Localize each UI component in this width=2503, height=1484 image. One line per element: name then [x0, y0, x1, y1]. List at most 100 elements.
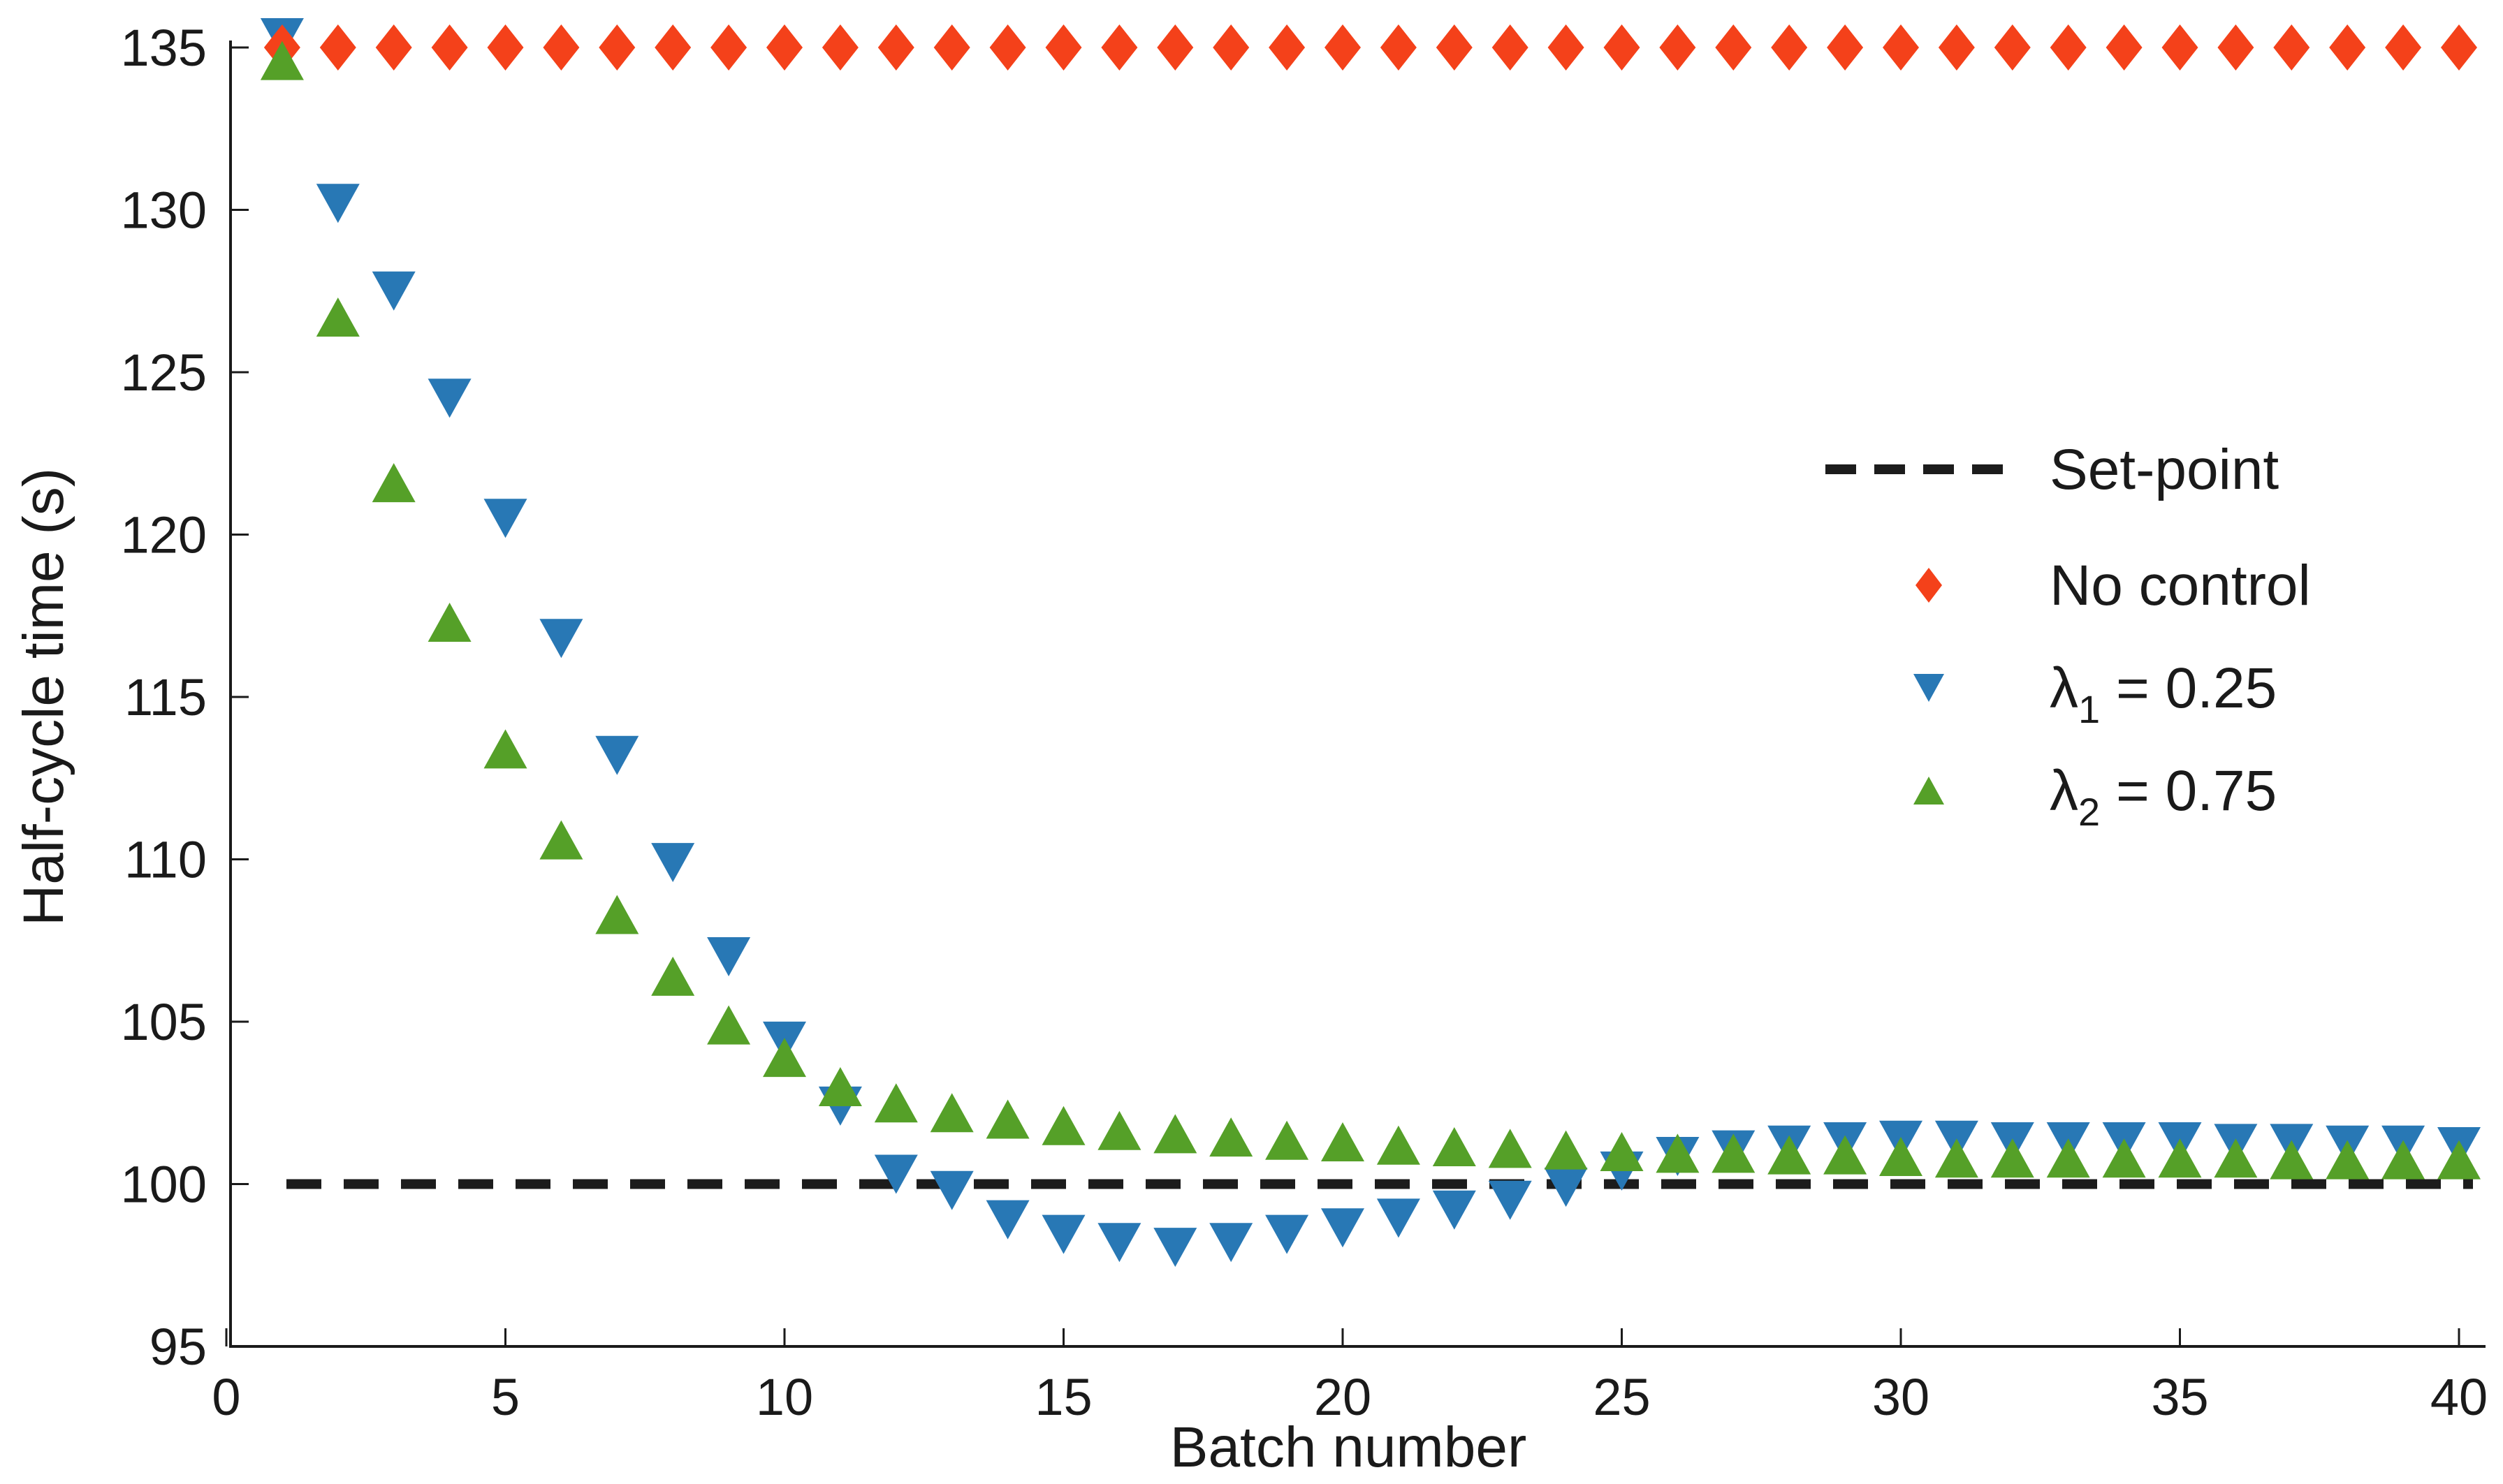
marker-no-control-batch-32: [1994, 24, 2031, 71]
marker-no-control-batch-27: [1715, 24, 1752, 71]
marker-no-control-batch-20: [1325, 24, 1361, 71]
marker-lambda2-batch-32: [1990, 1138, 2034, 1178]
y-tick-label-115: 115: [124, 668, 207, 726]
marker-lambda1-batch-4: [428, 379, 472, 418]
x-tick-label-5: 5: [491, 1368, 520, 1426]
marker-lambda1-batch-14: [986, 1200, 1030, 1240]
marker-no-control-batch-37: [2273, 24, 2310, 71]
y-tick-label-125: 125: [121, 344, 207, 402]
x-tick-label-35: 35: [2151, 1368, 2208, 1426]
marker-lambda2-batch-5: [483, 729, 527, 769]
marker-lambda2-batch-28: [1767, 1135, 1811, 1175]
marker-lambda2-batch-36: [2214, 1138, 2258, 1178]
axis-ticks: [225, 46, 2460, 1348]
marker-no-control-batch-11: [822, 24, 859, 71]
marker-lambda1-batch-16: [1097, 1223, 1141, 1263]
marker-no-control-batch-17: [1157, 24, 1194, 71]
marker-lambda2-batch-2: [316, 297, 360, 337]
marker-no-control-batch-10: [766, 24, 803, 71]
marker-lambda2-batch-4: [428, 603, 472, 642]
marker-no-control-batch-3: [375, 24, 412, 71]
marker-lambda1-batch-19: [1265, 1214, 1309, 1254]
legend-label-no-control: No control: [2050, 554, 2311, 617]
marker-no-control-batch-13: [933, 24, 970, 71]
marker-lambda1-batch-24: [1544, 1168, 1588, 1207]
marker-lambda2-batch-22: [1432, 1127, 1476, 1167]
legend-label-lambda1: λ1 = 0.25: [2050, 656, 2277, 731]
x-tick-label-10: 10: [756, 1368, 813, 1426]
marker-no-control-batch-29: [1827, 24, 1864, 71]
marker-lambda2-batch-14: [986, 1099, 1030, 1139]
x-tick-label-30: 30: [1872, 1368, 1929, 1426]
marker-no-control-batch-24: [1547, 24, 1584, 71]
axes-spines: [229, 41, 2486, 1348]
marker-lambda2-batch-18: [1209, 1117, 1253, 1157]
marker-no-control-batch-35: [2161, 24, 2198, 71]
marker-lambda2-batch-26: [1656, 1133, 1700, 1173]
marker-lambda2-batch-6: [539, 820, 583, 860]
marker-lambda2-batch-13: [930, 1093, 974, 1133]
x-tick-label-15: 15: [1035, 1368, 1092, 1426]
marker-lambda2-batch-40: [2437, 1140, 2481, 1180]
marker-no-control-batch-39: [2385, 24, 2422, 71]
marker-no-control-batch-28: [1771, 24, 1808, 71]
marker-lambda2-batch-39: [2381, 1140, 2425, 1180]
marker-no-control-batch-22: [1436, 24, 1473, 71]
marker-lambda1-batch-20: [1321, 1208, 1364, 1248]
marker-no-control-batch-6: [543, 24, 580, 71]
marker-no-control-batch-34: [2106, 24, 2143, 71]
x-tick-label-40: 40: [2430, 1368, 2488, 1426]
y-tick-label-130: 130: [121, 182, 207, 240]
marker-lambda2-batch-15: [1042, 1105, 1086, 1145]
legend-lambda1-marker: [1913, 674, 1944, 702]
data-series: [260, 18, 2481, 1268]
marker-lambda1-batch-6: [539, 619, 583, 659]
marker-no-control-batch-7: [599, 24, 636, 71]
marker-lambda2-batch-33: [2046, 1138, 2090, 1178]
x-tick-label-25: 25: [1593, 1368, 1650, 1426]
marker-no-control-batch-19: [1269, 24, 1306, 71]
y-tick-label-105: 105: [121, 993, 207, 1051]
legend-no-control-marker: [1915, 568, 1942, 603]
marker-lambda2-batch-9: [707, 1005, 751, 1045]
marker-no-control-batch-15: [1045, 24, 1082, 71]
marker-lambda2-batch-1: [260, 41, 304, 80]
marker-lambda2-batch-20: [1321, 1122, 1364, 1162]
y-tick-label-95: 95: [149, 1318, 207, 1376]
marker-no-control-batch-9: [710, 24, 747, 71]
marker-lambda2-batch-17: [1153, 1114, 1197, 1154]
marker-no-control-batch-2: [319, 24, 356, 71]
marker-no-control-batch-4: [431, 24, 468, 71]
marker-lambda2-batch-23: [1488, 1129, 1532, 1168]
marker-lambda1-batch-9: [707, 937, 751, 976]
marker-lambda2-batch-24: [1544, 1130, 1588, 1170]
marker-no-control-batch-36: [2217, 24, 2254, 71]
marker-no-control-batch-23: [1491, 24, 1528, 71]
marker-lambda1-batch-13: [930, 1170, 974, 1210]
marker-lambda2-batch-34: [2102, 1138, 2146, 1178]
marker-no-control-batch-33: [2050, 24, 2087, 71]
marker-lambda2-batch-31: [1934, 1138, 1978, 1178]
legend-label-lambda2: λ2 = 0.75: [2050, 759, 2277, 834]
axis-tick-labels: 95 100 105 110 115 120 125 130 135 0 5 10 15 20 25 30 35…: [121, 19, 2488, 1426]
marker-no-control-batch-14: [989, 24, 1026, 71]
marker-lambda2-batch-3: [372, 463, 416, 503]
marker-no-control-batch-25: [1603, 24, 1640, 71]
marker-no-control-batch-18: [1213, 24, 1250, 71]
marker-lambda1-batch-21: [1376, 1198, 1420, 1238]
marker-lambda1-batch-7: [595, 735, 639, 775]
y-tick-label-100: 100: [121, 1156, 207, 1214]
marker-no-control-batch-38: [2329, 24, 2366, 71]
marker-lambda2-batch-27: [1712, 1133, 1756, 1173]
y-tick-label-110: 110: [124, 831, 207, 889]
marker-lambda2-batch-19: [1265, 1120, 1309, 1160]
marker-no-control-batch-30: [1883, 24, 1919, 71]
marker-lambda2-batch-35: [2158, 1138, 2202, 1178]
marker-no-control-batch-21: [1380, 24, 1417, 71]
marker-lambda2-batch-25: [1600, 1132, 1644, 1171]
marker-lambda2-batch-37: [2270, 1140, 2314, 1180]
y-tick-label-120: 120: [121, 506, 207, 564]
